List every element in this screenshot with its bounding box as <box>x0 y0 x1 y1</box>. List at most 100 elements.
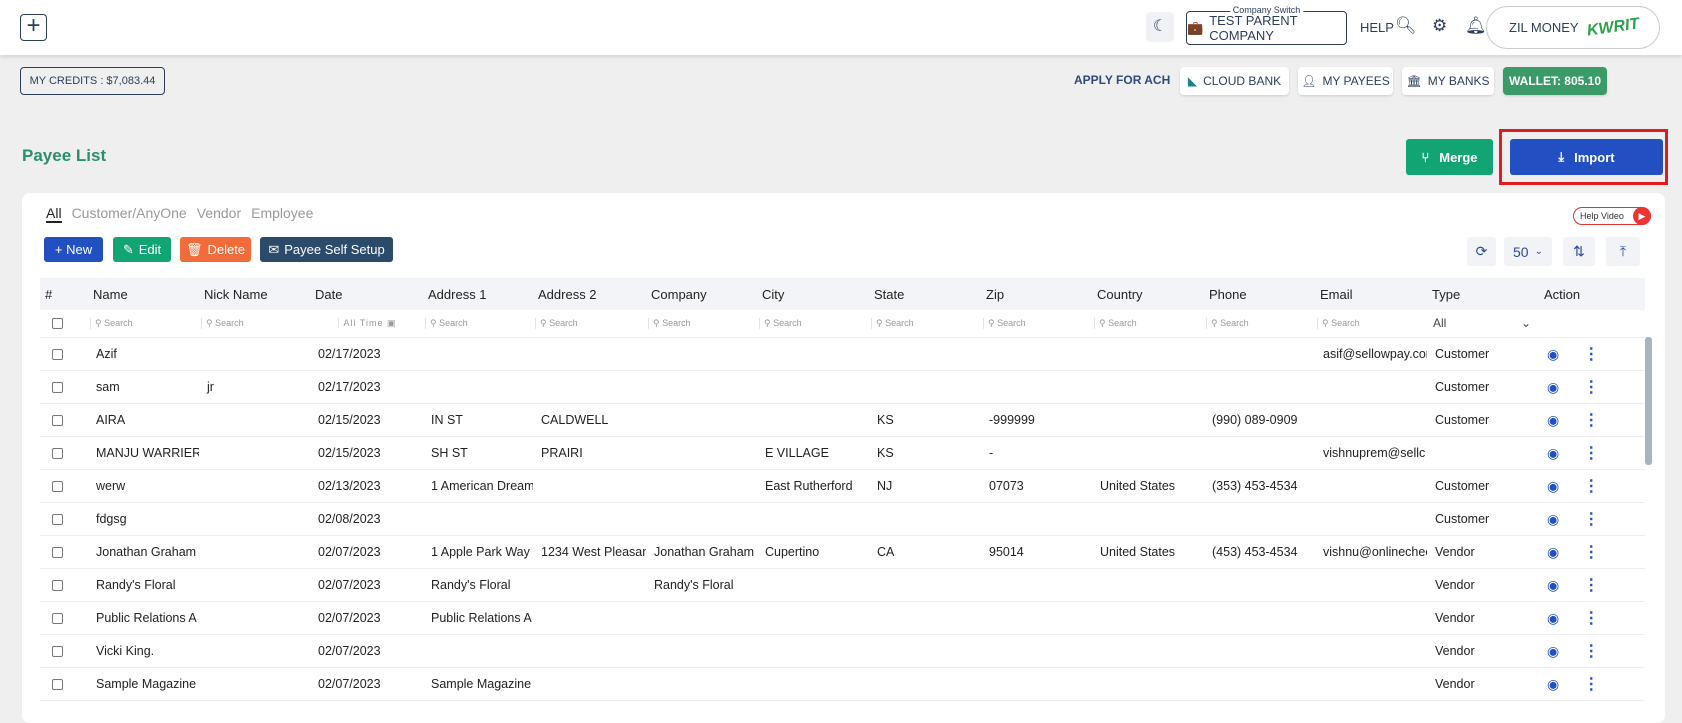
tab-all[interactable]: All <box>46 205 62 223</box>
column-settings-button[interactable]: ⇅ <box>1563 237 1595 266</box>
row-checkbox[interactable] <box>52 645 63 657</box>
column-header[interactable]: Name <box>88 278 199 310</box>
eye-icon[interactable]: ◉ <box>1547 675 1560 692</box>
eye-icon[interactable]: ◉ <box>1547 345 1560 362</box>
wallet-button[interactable]: WALLET: 805.10 <box>1503 67 1607 95</box>
more-options-icon[interactable]: ⋮ <box>1583 642 1600 660</box>
table-row[interactable]: fdgsg 02/08/2023 Customer ◉ ⋮ <box>40 502 1645 536</box>
more-options-icon[interactable]: ⋮ <box>1583 609 1600 627</box>
row-checkbox[interactable] <box>52 447 63 459</box>
column-header[interactable]: # <box>40 278 88 310</box>
column-header[interactable]: Address 2 <box>533 278 646 310</box>
more-options-icon[interactable]: ⋮ <box>1583 576 1600 594</box>
page-size-select[interactable]: 50 ⌄ <box>1504 237 1552 266</box>
table-row[interactable]: AIRA 02/15/2023 IN ST CALDWELL KS -999999 (990… <box>40 403 1645 437</box>
table-row[interactable]: Randy's Floral 02/07/2023 Randy's Floral Ra… <box>40 568 1645 602</box>
search-input[interactable]: ⚲ Search <box>759 317 869 329</box>
search-icon[interactable]: 🔍︎ <box>1395 16 1417 35</box>
add-icon[interactable]: + <box>20 14 47 41</box>
table-row[interactable]: Public Relations A 02/07/2023 Public Relat… <box>40 601 1645 635</box>
eye-icon[interactable]: ◉ <box>1547 411 1560 428</box>
eye-icon[interactable]: ◉ <box>1547 444 1560 461</box>
row-checkbox[interactable] <box>52 414 63 426</box>
tab-customer[interactable]: Customer/AnyOne <box>71 205 187 221</box>
column-header[interactable]: Phone <box>1204 278 1315 310</box>
more-options-icon[interactable]: ⋮ <box>1583 543 1600 561</box>
search-input[interactable]: ⚲ Search <box>1206 317 1315 329</box>
column-header[interactable]: Company <box>646 278 757 310</box>
tab-vendor[interactable]: Vendor <box>196 205 242 221</box>
table-row[interactable]: MANJU WARRIER 02/15/2023 SH ST PRAIRI E VILL… <box>40 436 1645 470</box>
refresh-button[interactable]: ⟳ <box>1467 237 1496 266</box>
my-banks-button[interactable]: 🏛︎ MY BANKS <box>1402 67 1494 95</box>
eye-icon[interactable]: ◉ <box>1547 477 1560 494</box>
eye-icon[interactable]: ◉ <box>1547 576 1560 593</box>
type-filter-select[interactable]: All ⌄ <box>1427 310 1539 338</box>
table-row[interactable]: Vicki King. 02/07/2023 Vendor ◉ ⋮ <box>40 634 1645 668</box>
row-checkbox[interactable] <box>52 480 63 492</box>
account-menu[interactable]: ZIL MONEY KWRIT <box>1486 6 1660 49</box>
row-checkbox[interactable] <box>52 546 63 558</box>
search-input[interactable]: ⚲ Search <box>983 317 1092 329</box>
more-options-icon[interactable]: ⋮ <box>1583 510 1600 528</box>
more-options-icon[interactable]: ⋮ <box>1583 378 1600 396</box>
column-header[interactable]: City <box>757 278 869 310</box>
search-input[interactable]: ⚲ Search <box>90 317 199 329</box>
search-input[interactable]: ⚲ Search <box>1094 317 1204 329</box>
help-link[interactable]: HELP <box>1360 20 1394 35</box>
column-header[interactable]: Zip <box>981 278 1092 310</box>
row-checkbox[interactable] <box>52 678 63 690</box>
more-options-icon[interactable]: ⋮ <box>1583 345 1600 363</box>
more-options-icon[interactable]: ⋮ <box>1583 477 1600 495</box>
column-header[interactable]: Type <box>1427 278 1539 310</box>
select-all-checkbox[interactable] <box>52 317 63 329</box>
new-button[interactable]: + New <box>44 237 103 262</box>
column-header[interactable]: Action <box>1539 278 1645 310</box>
eye-icon[interactable]: ◉ <box>1547 510 1560 527</box>
table-row[interactable]: Azif 02/17/2023 asif@sellowpay.com Customer… <box>40 337 1645 371</box>
search-input[interactable]: ⚲ Search <box>425 317 533 329</box>
eye-icon[interactable]: ◉ <box>1547 543 1560 560</box>
table-row[interactable]: Sample Magazine 02/07/2023 Sample Magazine… <box>40 667 1645 701</box>
my-payees-button[interactable]: 👤︎ MY PAYEES <box>1298 67 1393 95</box>
row-checkbox[interactable] <box>52 612 63 624</box>
delete-button[interactable]: 🗑︎ Delete <box>180 237 251 262</box>
more-options-icon[interactable]: ⋮ <box>1583 411 1600 429</box>
eye-icon[interactable]: ◉ <box>1547 609 1560 626</box>
table-row[interactable]: sam jr 02/17/2023 Customer ◉ ⋮ <box>40 370 1645 404</box>
table-row[interactable]: werw 02/13/2023 1 American Dream East Ruthe… <box>40 469 1645 503</box>
row-checkbox[interactable] <box>52 381 63 393</box>
search-input[interactable]: ⚲ Search <box>535 317 646 329</box>
import-button[interactable]: ⤓ Import <box>1510 139 1663 175</box>
merge-button[interactable]: ⑂ Merge <box>1406 139 1493 175</box>
edit-button[interactable]: ✎ Edit <box>113 237 171 262</box>
search-input[interactable]: ⚲ Search <box>871 317 981 329</box>
gear-icon[interactable]: ⚙ <box>1432 16 1448 35</box>
column-header[interactable]: Country <box>1092 278 1204 310</box>
scrollbar[interactable] <box>1645 337 1652 465</box>
cloud-bank-button[interactable]: ◣ CLOUD BANK <box>1180 67 1289 95</box>
search-input[interactable]: ⚲ Search <box>1317 317 1427 329</box>
eye-icon[interactable]: ◉ <box>1547 378 1560 395</box>
tab-employee[interactable]: Employee <box>251 205 314 221</box>
company-switch[interactable]: Company Switch 💼 TEST PARENT COMPANY <box>1186 5 1347 45</box>
row-checkbox[interactable] <box>52 513 63 525</box>
column-header[interactable]: State <box>869 278 981 310</box>
payee-self-setup-button[interactable]: ✉ Payee Self Setup <box>260 237 393 262</box>
table-row[interactable]: Jonathan Graham 02/07/2023 1 Apple Park Wa… <box>40 535 1645 569</box>
more-options-icon[interactable]: ⋮ <box>1583 675 1600 693</box>
column-header[interactable]: Address 1 <box>423 278 533 310</box>
search-input[interactable]: ⚲ Search <box>201 317 310 329</box>
help-video-button[interactable]: Help Video ▶ <box>1573 207 1651 225</box>
search-input[interactable]: ⚲ Search <box>648 317 757 329</box>
column-header[interactable]: Date <box>310 278 423 310</box>
dark-mode-toggle[interactable]: ☾ <box>1146 12 1174 42</box>
more-options-icon[interactable]: ⋮ <box>1583 444 1600 462</box>
bell-icon[interactable]: 🔔︎ <box>1465 16 1487 35</box>
date-filter[interactable]: All Time ▣ <box>338 317 397 328</box>
eye-icon[interactable]: ◉ <box>1547 642 1560 659</box>
column-header[interactable]: Nick Name <box>199 278 310 310</box>
row-checkbox[interactable] <box>52 348 63 360</box>
column-header[interactable]: Email <box>1315 278 1427 310</box>
row-checkbox[interactable] <box>52 579 63 591</box>
